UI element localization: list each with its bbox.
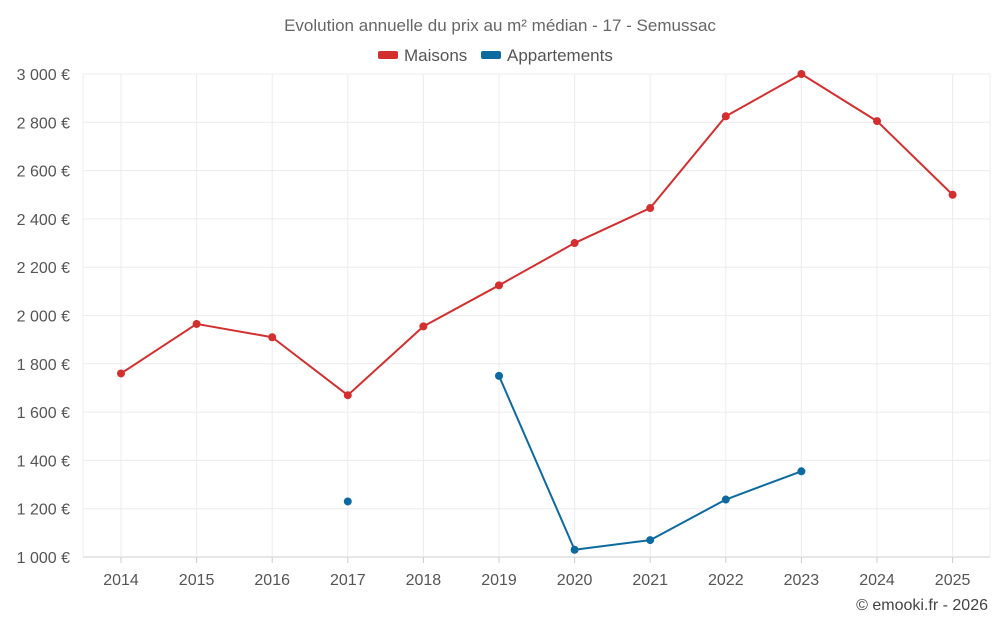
legend[interactable]: Maisons Appartements xyxy=(378,46,613,65)
y-tick-label: 1 000 € xyxy=(17,550,70,567)
y-tick-label: 1 400 € xyxy=(17,453,70,470)
data-point-maisons[interactable] xyxy=(646,204,655,213)
series-line-maisons xyxy=(120,73,954,397)
y-tick-label: 2 800 € xyxy=(17,115,70,132)
x-tick-label: 2014 xyxy=(103,572,139,589)
data-point-maisons[interactable] xyxy=(948,190,957,199)
y-tick-label: 2 400 € xyxy=(17,212,70,229)
data-point-maisons[interactable] xyxy=(343,391,352,400)
data-point-maisons[interactable] xyxy=(495,281,503,290)
legend-item-appartements[interactable]: Appartements xyxy=(481,46,613,65)
chart-title: Evolution annuelle du prix au m² médian … xyxy=(284,16,716,35)
y-tick-label: 1 200 € xyxy=(17,502,70,519)
x-axis-ticks: 2014 2015 2016 2017 2018 2019 2020 2021 2022 2023… xyxy=(103,572,970,589)
data-point-appartements[interactable] xyxy=(797,467,806,476)
x-tick-label: 2015 xyxy=(179,572,215,589)
x-tick-label: 2018 xyxy=(406,572,442,589)
data-point-appartements[interactable] xyxy=(721,495,730,504)
legend-swatch-appartements xyxy=(481,51,501,59)
data-point-maisons[interactable] xyxy=(873,117,881,126)
y-tick-label: 2 000 € xyxy=(17,309,70,326)
data-point-maisons[interactable] xyxy=(419,322,428,331)
legend-swatch-maisons xyxy=(378,51,398,59)
y-axis-ticks: 1 000 € 1 200 € 1 400 € 1 600 € 1 800 € 2 000… xyxy=(17,67,70,567)
data-point-appartements[interactable] xyxy=(343,497,352,506)
y-tick-label: 2 200 € xyxy=(17,260,70,277)
legend-label-maisons: Maisons xyxy=(404,46,467,65)
y-tick-label: 1 600 € xyxy=(17,405,70,422)
x-tick-label: 2022 xyxy=(708,572,744,589)
y-tick-label: 2 600 € xyxy=(17,164,70,181)
y-gridlines xyxy=(83,73,990,558)
data-point-appartements[interactable] xyxy=(495,371,503,380)
x-tick-label: 2017 xyxy=(330,572,366,589)
x-tick-label: 2019 xyxy=(481,572,517,589)
x-tick-label: 2020 xyxy=(557,572,593,589)
data-point-maisons[interactable] xyxy=(117,369,125,378)
data-point-appartements[interactable] xyxy=(570,545,579,554)
x-tick-label: 2023 xyxy=(784,572,820,589)
x-gridlines xyxy=(82,74,991,563)
x-tick-label: 2025 xyxy=(935,572,971,589)
credit-text: © emooki.fr - 2026 xyxy=(856,597,988,614)
legend-label-appartements: Appartements xyxy=(507,46,613,65)
data-point-maisons[interactable] xyxy=(721,112,730,121)
x-tick-label: 2016 xyxy=(254,572,290,589)
data-point-maisons[interactable] xyxy=(268,333,277,342)
data-point-maisons[interactable] xyxy=(192,319,201,328)
x-tick-label: 2024 xyxy=(859,572,895,589)
data-point-maisons[interactable] xyxy=(570,239,579,248)
y-tick-label: 3 000 € xyxy=(17,67,70,84)
data-point-maisons[interactable] xyxy=(797,70,806,78)
x-tick-label: 2021 xyxy=(632,572,668,589)
legend-item-maisons[interactable]: Maisons xyxy=(378,46,467,65)
series-layer xyxy=(117,70,957,554)
data-point-appartements[interactable] xyxy=(646,536,655,545)
y-tick-label: 1 800 € xyxy=(17,357,70,374)
